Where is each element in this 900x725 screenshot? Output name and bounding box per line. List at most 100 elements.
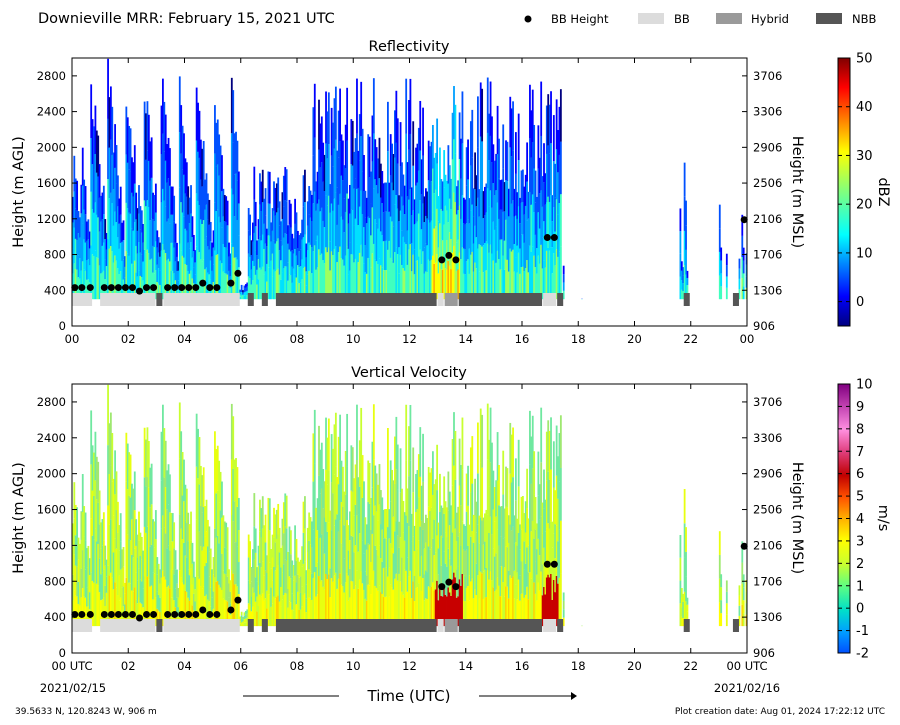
heatmap-cell — [472, 542, 475, 571]
heatmap-cell — [209, 548, 212, 568]
heatmap-cell — [316, 267, 319, 300]
heatmap-cell — [524, 205, 527, 238]
heatmap-cell — [537, 168, 540, 213]
heatmap-cell — [406, 230, 409, 265]
bb-height-point — [78, 610, 86, 618]
heatmap-cell — [319, 211, 322, 256]
heatmap-cell — [239, 296, 242, 300]
heatmap-cell — [545, 480, 548, 529]
heatmap-cell — [235, 215, 237, 258]
heatmap-cell — [292, 283, 295, 300]
heatmap-cell — [95, 456, 98, 500]
x-tick-label: 08 — [290, 332, 305, 346]
heatmap-cell — [550, 573, 552, 627]
heatmap-cell — [154, 510, 157, 540]
heatmap-cell — [100, 273, 102, 300]
heatmap-cell — [176, 583, 178, 598]
heatmap-cell — [530, 436, 533, 484]
heatmap-cell — [327, 92, 330, 145]
reflectivity-bb-bands — [72, 293, 739, 306]
heatmap-cell — [299, 249, 302, 267]
heatmap-cell — [516, 518, 519, 546]
heatmap-cell — [419, 200, 422, 250]
heatmap-cell — [267, 497, 270, 530]
heatmap-cell — [424, 542, 427, 571]
heatmap-cell — [491, 534, 493, 581]
bb-height-point — [234, 269, 242, 277]
heatmap-cell — [342, 259, 344, 300]
heatmap-cell — [171, 513, 174, 542]
heatmap-cell — [184, 193, 187, 229]
heatmap-cell — [529, 410, 531, 465]
x-tick-label: 02 — [121, 332, 136, 346]
heatmap-cell — [446, 180, 448, 211]
heatmap-cell — [349, 184, 351, 214]
heatmap-cell — [277, 268, 280, 300]
heatmap-cell — [268, 203, 271, 236]
heatmap-cell — [422, 529, 424, 579]
heatmap-cell — [423, 574, 426, 601]
velocity-xlabel: Time (UTC) — [367, 687, 451, 705]
heatmap-cell — [162, 570, 164, 627]
heatmap-cell — [160, 153, 163, 203]
heatmap-cell — [312, 251, 315, 300]
heatmap-cell — [395, 573, 398, 627]
heatmap-cell — [288, 601, 291, 627]
heatmap-cell — [292, 565, 295, 581]
heatmap-cell — [440, 535, 443, 566]
heatmap-cell — [460, 545, 462, 586]
heatmap-cell — [368, 136, 371, 178]
bb-height-point — [171, 610, 179, 618]
heatmap-cell — [415, 550, 417, 589]
heatmap-cell — [436, 490, 439, 536]
heatmap-cell — [254, 528, 257, 553]
heatmap-cell — [513, 543, 516, 571]
heatmap-cell — [439, 473, 441, 512]
colorbar-tick-label: 8 — [856, 422, 864, 437]
heatmap-cell — [128, 169, 131, 213]
heatmap-cell — [375, 587, 378, 627]
heatmap-cell — [718, 554, 721, 579]
heatmap-cell — [102, 185, 105, 215]
heatmap-cell — [464, 224, 467, 250]
heatmap-cell — [270, 241, 273, 261]
heatmap-cell — [129, 454, 132, 498]
heatmap-cell — [426, 191, 429, 219]
heatmap-cell — [484, 214, 486, 244]
heatmap-cell — [547, 574, 550, 627]
heatmap-cell — [451, 159, 454, 207]
heatmap-cell — [253, 493, 256, 527]
heatmap-cell — [377, 158, 379, 194]
heatmap-cell — [427, 546, 430, 587]
heatmap-cell — [391, 469, 394, 509]
heatmap-cell — [399, 492, 402, 538]
heatmap-cell — [402, 268, 405, 300]
heatmap-cell — [718, 275, 721, 300]
heatmap-cell — [281, 572, 284, 600]
heatmap-cell — [240, 292, 243, 296]
velocity-bb-height-points — [71, 542, 748, 622]
heatmap-cell — [226, 274, 229, 300]
heatmap-cell — [344, 538, 347, 583]
heatmap-cell — [277, 207, 280, 239]
heatmap-cell — [178, 570, 181, 627]
heatmap-cell — [239, 289, 242, 293]
bb-height-point — [438, 256, 446, 264]
heatmap-cell — [427, 506, 430, 547]
heatmap-cell — [479, 517, 482, 572]
heatmap-cell — [146, 101, 149, 151]
heatmap-cell — [311, 599, 313, 627]
heatmap-cell — [124, 582, 126, 594]
heatmap-cell — [86, 260, 88, 280]
heatmap-cell — [240, 295, 243, 300]
heatmap-cell — [114, 582, 116, 627]
bb-height-point — [213, 284, 221, 292]
heatmap-cell — [247, 253, 250, 277]
heatmap-cell — [132, 196, 135, 231]
heatmap-cell — [363, 263, 365, 300]
heatmap-cell — [394, 436, 396, 484]
heatmap-cell — [401, 523, 403, 558]
heatmap-cell — [215, 166, 218, 212]
